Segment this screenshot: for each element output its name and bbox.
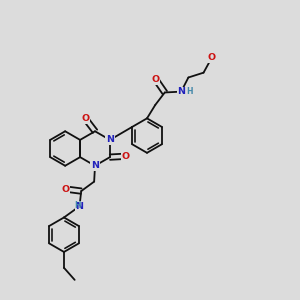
Text: O: O: [122, 152, 130, 161]
Text: N: N: [91, 161, 99, 170]
Text: O: O: [207, 53, 215, 62]
Text: N: N: [177, 87, 185, 96]
Text: H: H: [187, 87, 193, 96]
Text: O: O: [82, 114, 90, 123]
Text: N: N: [76, 202, 83, 211]
Text: N: N: [106, 135, 114, 144]
Text: H: H: [74, 201, 81, 210]
Text: O: O: [152, 75, 160, 84]
Text: O: O: [61, 184, 69, 194]
